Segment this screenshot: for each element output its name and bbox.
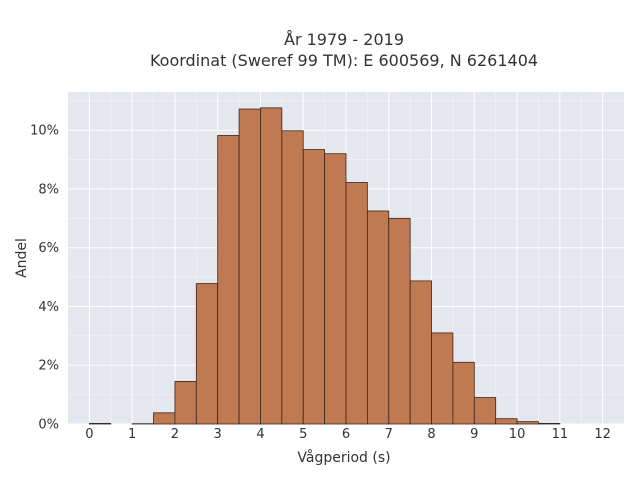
y-tick-label: 0%	[38, 418, 59, 433]
y-axis-title: Andel	[14, 238, 30, 278]
x-tick-label: 7	[385, 427, 393, 442]
x-tick-label: 11	[552, 427, 569, 442]
histogram-bar	[516, 421, 539, 425]
y-tick-label: 6%	[38, 241, 59, 256]
x-tick-label: 0	[85, 427, 93, 442]
x-tick-label: 12	[594, 427, 611, 442]
histogram-bar	[153, 412, 176, 425]
histogram-bar	[495, 418, 518, 425]
x-axis-title: Vågperiod (s)	[297, 449, 390, 466]
y-tick-label: 8%	[38, 182, 59, 197]
x-tick-label: 1	[128, 427, 136, 442]
chart-title-line-1: År 1979 - 2019	[284, 30, 404, 49]
histogram-bar	[88, 423, 112, 425]
x-tick-label: 4	[256, 427, 264, 442]
y-tick-label: 2%	[38, 359, 59, 374]
histogram-bar	[260, 107, 283, 425]
x-tick-label: 10	[509, 427, 526, 442]
x-tick-label: 5	[299, 427, 307, 442]
x-tick-label: 3	[214, 427, 222, 442]
histogram-bar	[174, 380, 197, 425]
histogram-bar	[431, 332, 454, 425]
histogram-bar	[238, 108, 261, 425]
x-tick-label: 2	[171, 427, 179, 442]
histogram-bar	[302, 149, 326, 425]
histogram-bars	[88, 107, 561, 425]
histogram-bar	[538, 423, 561, 425]
histogram-bar	[452, 361, 475, 425]
chart-title-line-2: Koordinat (Sweref 99 TM): E 600569, N 62…	[150, 51, 538, 70]
histogram-bar	[195, 283, 219, 425]
histogram-bar	[473, 397, 497, 425]
histogram-bar	[217, 135, 240, 425]
histogram-bar	[409, 280, 432, 425]
histogram-bar	[281, 130, 304, 425]
histogram-bar	[345, 182, 368, 425]
histogram-bar	[366, 210, 390, 425]
y-tick-labels: 0% 2% 4% 6% 8% 10%	[30, 124, 59, 433]
y-tick-label: 4%	[38, 300, 59, 315]
x-tick-label: 8	[427, 427, 435, 442]
histogram-bar	[388, 217, 411, 425]
x-tick-labels: 0 1 2 3 4 5 6 7 8 9 10 11 12	[85, 427, 611, 442]
y-tick-label: 10%	[30, 124, 59, 139]
x-tick-label: 6	[342, 427, 350, 442]
histogram-bar	[324, 153, 347, 425]
x-tick-label: 9	[470, 427, 478, 442]
